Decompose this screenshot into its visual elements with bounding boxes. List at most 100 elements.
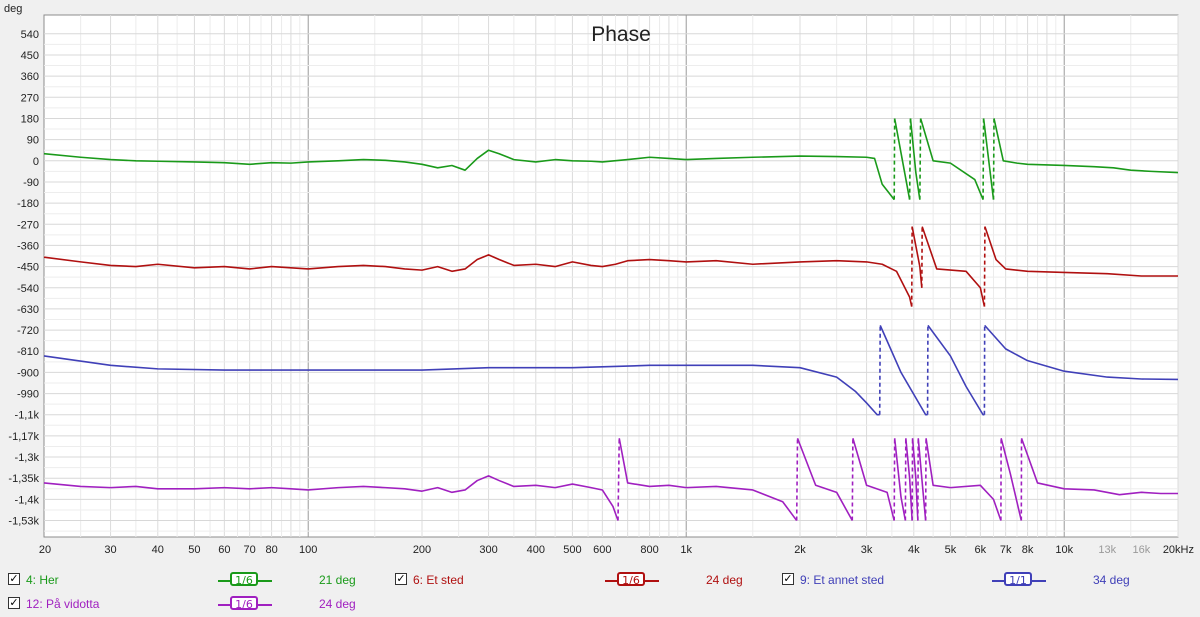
y-tick-label: 360 (21, 71, 39, 83)
phase-wrap-line (878, 325, 882, 415)
series-line-segment (43, 355, 880, 416)
smoothing-control-her[interactable]: 1/6 (218, 572, 272, 588)
phase-wrap-line (983, 226, 986, 307)
legend-item-et-annet-sted: ✓ 9: Et annet sted 1/1 34 deg (782, 571, 1162, 589)
series-line-segment (984, 226, 1178, 277)
series-line-segment (893, 438, 907, 521)
smoothing-label-et-sted: 1/6 (617, 572, 645, 587)
x-tick-label: 7k (1000, 544, 1012, 556)
y-tick-label: -990 (17, 389, 39, 401)
x-tick-label: 20kHz (1163, 544, 1194, 556)
smoothing-control-pa-vidotta[interactable]: 1/6 (218, 596, 272, 612)
series-line-segment (919, 118, 984, 200)
x-tick-label: 8k (1022, 544, 1034, 556)
checkbox-pa-vidotta[interactable]: ✓ (8, 596, 20, 609)
x-tick-label: 1k (680, 544, 692, 556)
series-line-segment (1020, 437, 1178, 496)
series-line-segment (905, 438, 913, 521)
y-axis-unit-label: deg (4, 3, 22, 15)
series-line-segment (984, 324, 1179, 381)
series-line-segment (1000, 438, 1023, 521)
offset-value-et-sted: 24 deg (706, 573, 743, 587)
grid-lines (44, 15, 1179, 537)
offset-value-her: 21 deg (319, 573, 356, 587)
chart-title: Phase (591, 23, 651, 46)
x-tick-label: 16k (1132, 544, 1150, 556)
series-layer (43, 118, 1179, 522)
x-tick-label: 5k (945, 544, 957, 556)
x-tick-label: 50 (188, 544, 200, 556)
plot-area[interactable] (43, 14, 1179, 538)
x-tick-label: 10k (1055, 544, 1073, 556)
x-tick-label: 400 (527, 544, 545, 556)
checkbox-et-annet-sted[interactable]: ✓ (782, 572, 794, 585)
y-tick-label: 450 (21, 50, 39, 62)
series-4-her (43, 118, 1179, 201)
x-tick-label: 20 (39, 544, 51, 556)
series-line-segment (917, 438, 927, 521)
smoothing-control-et-sted[interactable]: 1/6 (605, 572, 659, 588)
checkbox-et-sted[interactable]: ✓ (395, 572, 407, 585)
series-line-segment (618, 438, 798, 522)
legend-label-et-sted: 6: Et sted (413, 573, 464, 587)
x-tick-label: 30 (104, 544, 116, 556)
smoothing-label-her: 1/6 (230, 572, 258, 587)
y-tick-label: -540 (17, 283, 39, 295)
y-tick-label: -1,17k (8, 431, 39, 443)
series-line-segment (909, 118, 921, 200)
x-tick-label: 600 (593, 544, 611, 556)
series-line-segment (925, 438, 1002, 521)
legend: ✓ 4: Her 1/6 21 deg ✓ 6: Et sted 1/6 24 … (0, 565, 1200, 617)
series-6-et-sted (43, 226, 1178, 307)
legend-item-et-sted: ✓ 6: Et sted 1/6 24 deg (395, 571, 775, 589)
series-line-segment (852, 438, 895, 521)
series-12-p-vidotta (43, 437, 1178, 522)
x-tick-label: 3k (861, 544, 873, 556)
y-tick-label: 90 (27, 135, 39, 147)
y-tick-label: -90 (23, 177, 39, 189)
x-axis-ticks: 20 30 40 50 60 70 80 100 200 300 400 500 600 800 1k 2k 3… (39, 544, 1194, 556)
x-tick-label: 40 (152, 544, 164, 556)
x-tick-label: 4k (908, 544, 920, 556)
smoothing-label-et-annet-sted: 1/1 (1004, 572, 1032, 587)
y-tick-label: 0 (33, 156, 39, 168)
x-tick-label: 60 (218, 544, 230, 556)
y-tick-label: -900 (17, 367, 39, 379)
y-tick-label: -450 (17, 262, 39, 274)
y-tick-label: -1,3k (15, 452, 40, 464)
smoothing-control-et-annet-sted[interactable]: 1/1 (992, 572, 1046, 588)
legend-label-pa-vidotta: 12: På vidotta (26, 597, 100, 611)
series-line-segment (982, 118, 995, 200)
series-line-segment (43, 149, 895, 201)
x-tick-label: 70 (244, 544, 256, 556)
series-line-segment (921, 226, 986, 307)
y-tick-label: -270 (17, 219, 39, 231)
y-tick-label: -630 (17, 304, 39, 316)
x-tick-label: 80 (265, 544, 277, 556)
smoothing-label-pa-vidotta: 1/6 (230, 596, 258, 611)
checkbox-her[interactable]: ✓ (8, 572, 20, 585)
series-line-segment (796, 437, 853, 521)
offset-value-pa-vidotta: 24 deg (319, 597, 356, 611)
y-tick-label: -1,1k (15, 410, 40, 422)
y-tick-label: -1,53k (8, 516, 39, 528)
y-tick-label: -720 (17, 325, 39, 337)
series-line-segment (927, 324, 985, 416)
x-tick-label: 100 (299, 544, 317, 556)
x-tick-label: 300 (479, 544, 497, 556)
x-tick-label: 13k (1098, 544, 1116, 556)
legend-label-et-annet-sted: 9: Et annet sted (800, 573, 885, 587)
legend-label-her: 4: Her (26, 573, 59, 587)
y-tick-label: 180 (21, 113, 39, 125)
x-tick-label: 2k (794, 544, 806, 556)
y-tick-label: 270 (21, 92, 39, 104)
series-line-segment (879, 325, 928, 416)
series-line-segment (43, 254, 913, 307)
series-line-segment (893, 118, 911, 200)
y-tick-label: 540 (21, 29, 39, 41)
y-tick-label: -180 (17, 198, 39, 210)
y-tick-label: -360 (17, 240, 39, 252)
x-tick-label: 500 (563, 544, 581, 556)
y-tick-label: -1,35k (8, 473, 39, 485)
series-line-segment (993, 118, 1179, 174)
